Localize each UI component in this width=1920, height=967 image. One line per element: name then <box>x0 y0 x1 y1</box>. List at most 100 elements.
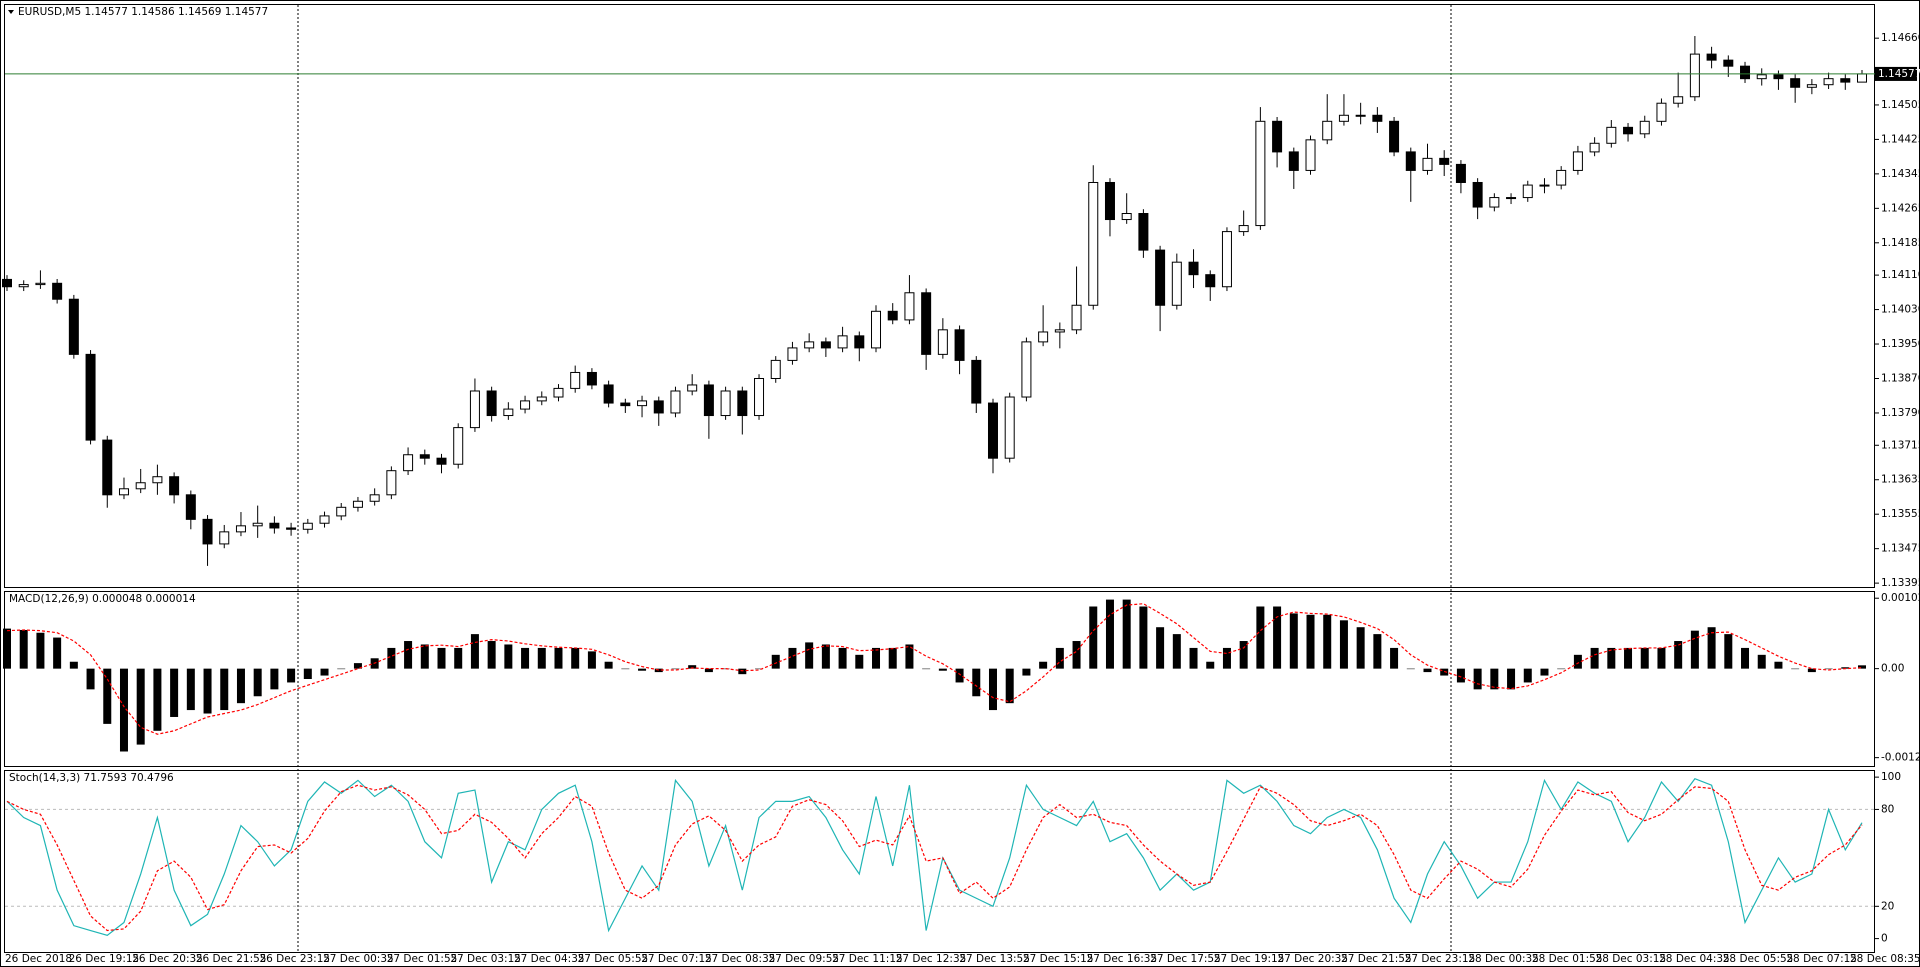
macd-bar <box>955 668 964 683</box>
candle-body <box>453 427 464 465</box>
d-line <box>6 784 1863 932</box>
k-line <box>6 778 1863 937</box>
candle-body <box>1740 65 1751 80</box>
candle-body <box>754 377 765 417</box>
macd-bar <box>738 668 747 675</box>
macd-bar <box>1306 614 1315 669</box>
x-tick-label: 28 Dec 07:15 <box>1786 953 1857 965</box>
macd-bar <box>621 668 630 670</box>
macd-bar <box>1156 627 1165 669</box>
candle-body <box>720 390 731 417</box>
candle-body <box>937 329 948 355</box>
candle-body <box>1673 96 1684 104</box>
candle-body <box>1338 114 1349 122</box>
candle-body <box>603 384 614 404</box>
macd-bar <box>1323 614 1332 669</box>
candle-body <box>18 284 29 288</box>
macd-bar <box>1273 606 1282 669</box>
candle-body <box>1439 157 1450 165</box>
candle-body <box>1606 126 1617 144</box>
macd-bar <box>470 634 479 669</box>
macd-bar <box>721 668 730 670</box>
candle-body <box>436 457 447 465</box>
y-tick-label: 1.14660 <box>1881 32 1920 44</box>
y-tick-label: 20 <box>1881 900 1894 912</box>
macd-bar <box>1189 647 1198 669</box>
macd-bar <box>353 663 362 669</box>
y-tick-label: 0.00 <box>1881 663 1904 675</box>
macd-bar <box>19 629 28 669</box>
candle-body <box>1088 181 1099 306</box>
macd-bar <box>1824 668 1833 670</box>
candle-body <box>1522 184 1533 199</box>
candle-body <box>286 527 297 530</box>
candle-body <box>1639 120 1650 135</box>
candle-body <box>1572 151 1583 171</box>
macd-bar <box>103 668 112 724</box>
candle-body <box>1389 120 1400 153</box>
macd-bar <box>604 661 613 669</box>
macd-bar <box>1690 630 1699 669</box>
macd-bar <box>1807 668 1816 673</box>
macd-bar <box>203 668 212 714</box>
macd-bar <box>972 668 981 697</box>
candle-body <box>1773 74 1784 80</box>
macd-bar <box>253 668 262 697</box>
macd-bar <box>1039 661 1048 669</box>
candle-body <box>687 384 698 392</box>
menu-triangle[interactable] <box>8 10 14 14</box>
macd-bar <box>1222 647 1231 669</box>
stoch-panel <box>4 770 1875 953</box>
candle-body <box>1238 225 1249 233</box>
candle-body <box>1689 53 1700 98</box>
candle-body <box>954 329 965 361</box>
x-tick-label: 27 Dec 21:55 <box>1341 953 1412 965</box>
x-tick-label: 28 Dec 04:35 <box>1659 953 1730 965</box>
x-tick-label: 28 Dec 05:55 <box>1723 953 1794 965</box>
candle-body <box>1071 304 1082 331</box>
candle-body <box>1489 197 1500 208</box>
macd-bar <box>688 665 697 669</box>
y-tick-label: 1.14110 <box>1881 269 1920 281</box>
macd-bar <box>1741 647 1750 669</box>
macd-bar <box>1356 627 1365 669</box>
macd-bar <box>1172 634 1181 669</box>
y-tick-label: 80 <box>1881 803 1894 815</box>
candle-body <box>469 390 480 429</box>
macd-title: MACD(12,26,9) 0.000048 0.000014 <box>9 593 196 605</box>
x-tick-label: 26 Dec 23:15 <box>259 953 330 965</box>
candle-body <box>1857 73 1867 83</box>
macd-bar <box>1724 634 1733 669</box>
candle-body <box>1104 181 1115 221</box>
candle-body <box>1138 213 1149 251</box>
x-tick-label: 27 Dec 09:55 <box>768 953 839 965</box>
macd-bar <box>1440 668 1449 676</box>
candle-body <box>871 310 882 349</box>
macd-bar <box>1707 627 1716 669</box>
candle-body <box>1355 114 1366 117</box>
candle-body <box>1790 78 1801 88</box>
macd-bar <box>788 647 797 669</box>
candle-body <box>921 292 932 355</box>
candle-body <box>486 390 497 417</box>
candle-body <box>653 400 664 414</box>
macd-bar <box>537 647 546 669</box>
macd-bar <box>1590 647 1599 669</box>
macd-bar <box>287 668 296 683</box>
macd-bar <box>404 641 413 669</box>
candle-body <box>1272 120 1283 153</box>
macd-bar <box>1289 613 1298 669</box>
macd-bar <box>1507 668 1516 690</box>
signal-line <box>6 603 1863 735</box>
x-tick-label: 26 Dec 19:15 <box>69 953 140 965</box>
macd-bar <box>671 668 680 670</box>
macd-bar <box>1122 599 1131 669</box>
candle-body <box>352 500 363 508</box>
candle-body <box>586 371 597 386</box>
macd-bar <box>571 647 580 669</box>
y-tick-label: 1.14265 <box>1881 202 1920 214</box>
macd-bar <box>119 668 128 752</box>
macd-bar <box>1005 668 1014 704</box>
candle-body <box>1756 74 1767 80</box>
